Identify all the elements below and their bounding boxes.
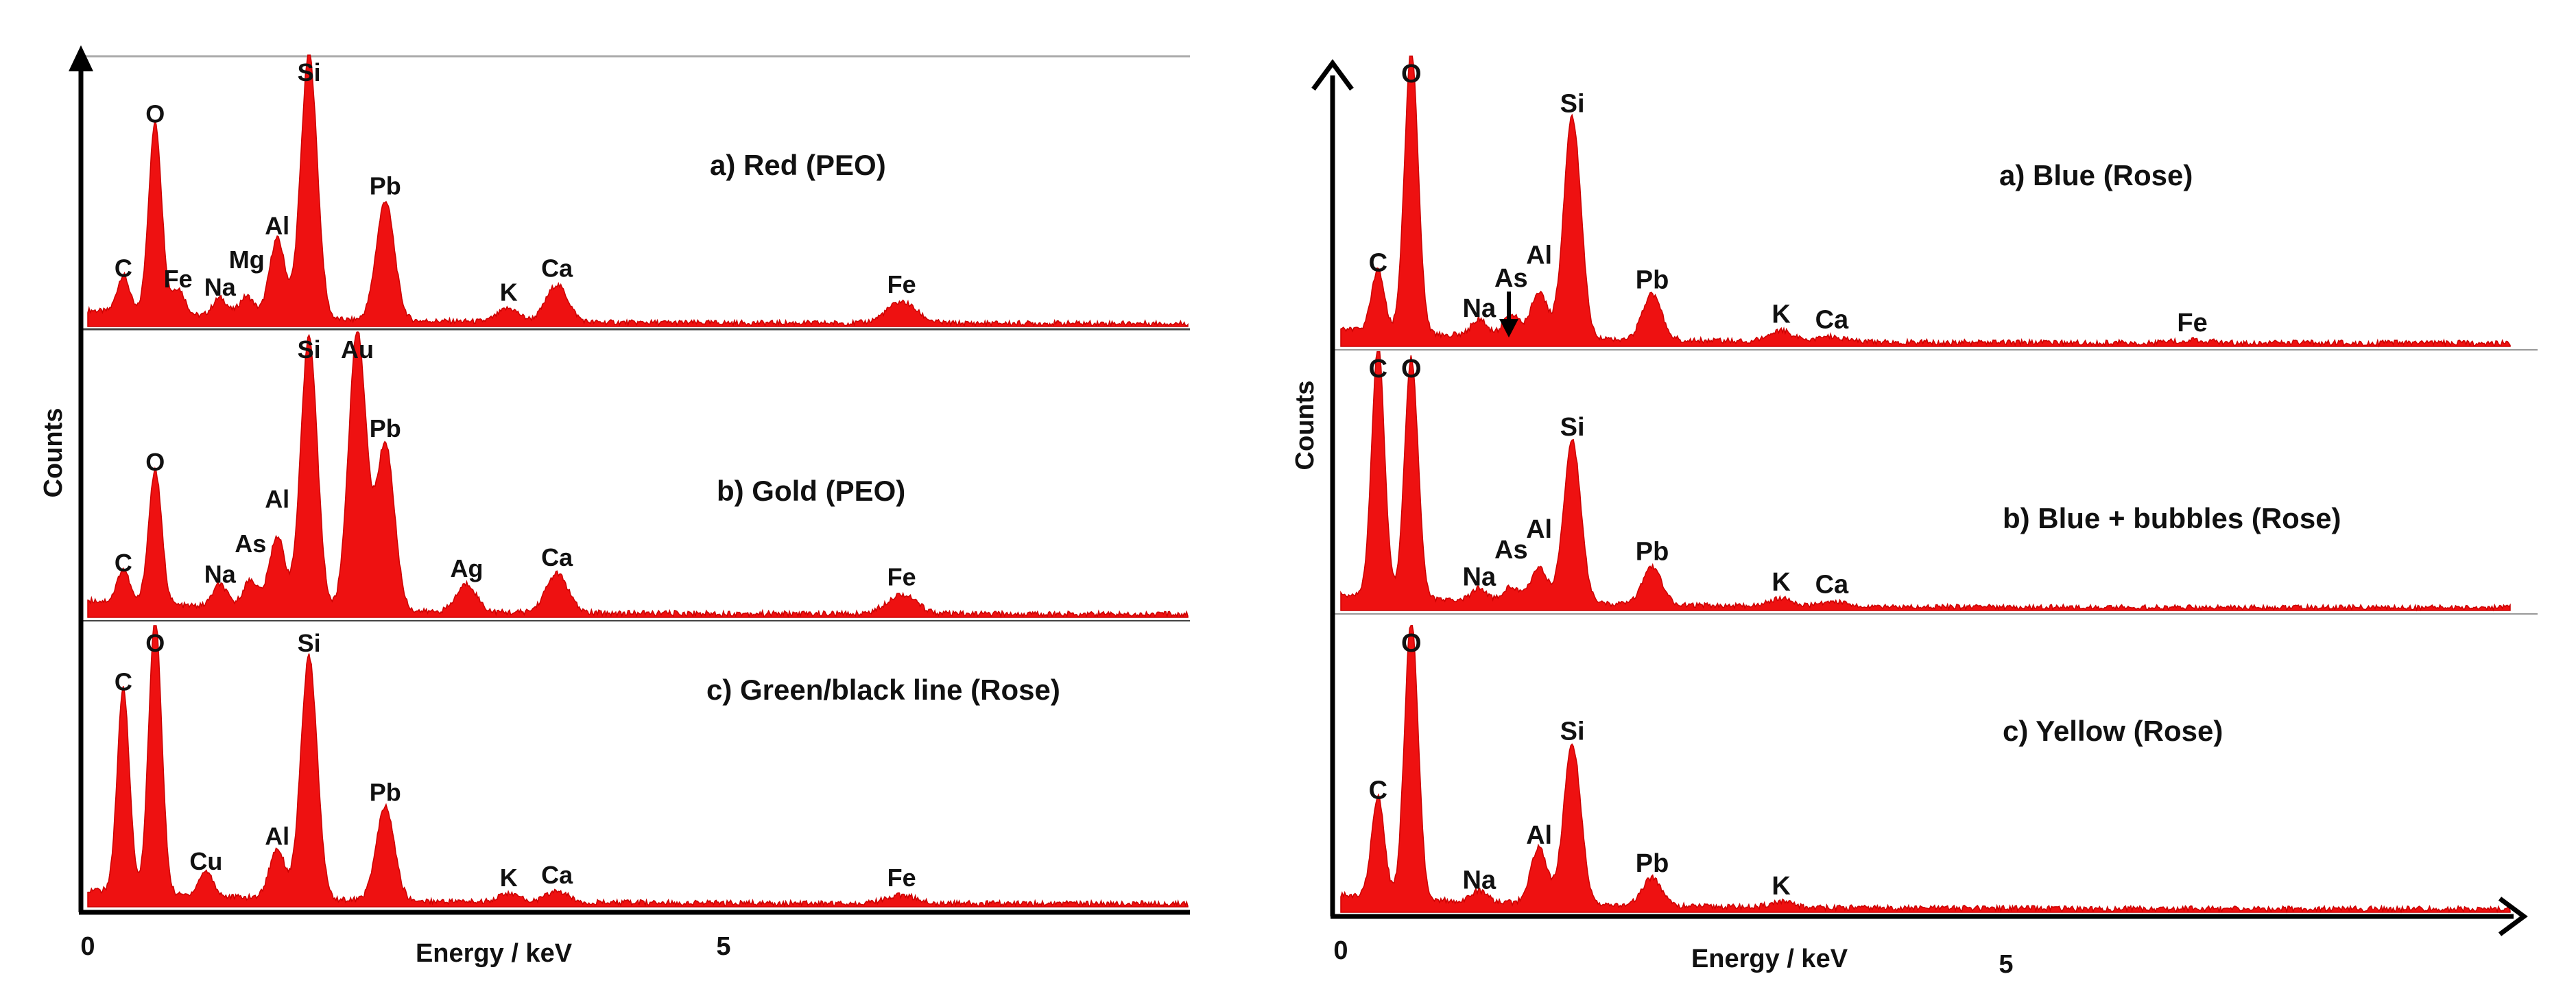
spectrum-1-0-area [1340, 55, 2511, 348]
spectrum-0-1-peak-label: Pb [370, 414, 401, 442]
spectrum-1-0-peak-label: Al [1526, 241, 1552, 270]
spectrum-0-0-peak-label: K [500, 278, 518, 307]
spectrum-1-1-peak-label: Ca [1815, 571, 1849, 600]
spectrum-0-1-peak-label: Al [265, 485, 289, 513]
left-x-tick-0: 0 [80, 932, 95, 961]
spectrum-1-2-peak-label: Pb [1636, 849, 1669, 878]
spectrum-1-2-peak-label: Na [1463, 866, 1496, 895]
spectrum-1-0-peak-label: As [1494, 264, 1528, 293]
spectrum-1-1-peak-label: Pb [1636, 538, 1669, 567]
spectrum-0-2-peak-label: Al [265, 822, 289, 851]
spectrum-0-1-peak-label: Ca [541, 543, 573, 571]
right-x-tick-0: 0 [1333, 936, 1348, 965]
right-sample-c-name: c) Yellow (Rose) [2003, 715, 2223, 747]
spectrum-1-2-area [1340, 625, 2511, 914]
spectrum-0-0-peak-label: C [115, 254, 132, 283]
spectrum-0-1-peak-label: Na [204, 560, 237, 588]
spectrum-0-2-peak-label: Pb [370, 778, 401, 806]
spectrum-0-1-peak-label: Si [298, 335, 321, 364]
spectrum-1-0-peak-label: Na [1463, 294, 1496, 323]
spectrum-0-0-area [87, 54, 1189, 328]
spectrum-1-0-peak-label: K [1772, 300, 1791, 329]
spectrum-1-1-peak-label: O [1401, 355, 1422, 383]
spectrum-0-1-peak-label: Au [341, 335, 374, 364]
left-x-axis-label: Energy / keV [416, 939, 573, 968]
spectrum-0-0-peak-label: Al [265, 212, 289, 240]
left-y-axis-arrow-icon [69, 45, 93, 71]
spectrum-1-1-peak-label: K [1772, 568, 1791, 597]
spectrum-1-2-peak-label: O [1401, 629, 1422, 658]
right-y-axis-label: Counts [1291, 381, 1320, 471]
spectrum-0-0-peak-label: Na [204, 273, 237, 301]
spectrum-0-0-peak-label: Si [298, 58, 321, 86]
spectrum-0-0-peak-label: Mg [229, 246, 265, 274]
spectrum-1-1-peak-label: Na [1463, 563, 1496, 592]
spectrum-0-2-area [87, 625, 1189, 908]
right-y-axis-arrow-icon [1311, 59, 1354, 91]
spectrum-0-2-peak-label: C [115, 668, 132, 696]
spectrum-1-1-peak-label: Si [1560, 413, 1585, 442]
spectrum-1-0-peak-label: Fe [2177, 309, 2207, 337]
spectrum-0-0-peak-label: Ca [541, 254, 573, 283]
spectrum-0-0-peak-label: O [145, 100, 165, 128]
spectrum-1-1-peak-label: As [1494, 536, 1528, 565]
spectrum-1-0-peak-label: Pb [1636, 266, 1669, 295]
spectrum-0-2-peak-label: Cu [189, 847, 222, 875]
right-sample-b-name: b) Blue + bubbles (Rose) [2003, 502, 2341, 534]
spectrum-0-2-peak-label: Fe [887, 864, 916, 892]
spectrum-1-2-peak-label: K [1772, 872, 1791, 901]
spectrum-0-1-peak-label: O [145, 448, 165, 476]
right-x-tick-5: 5 [1999, 950, 2013, 979]
right-x-axis-label: Energy / keV [1691, 945, 1848, 973]
left-x-tick-5: 5 [716, 932, 730, 961]
spectrum-1-0-peak-label: O [1401, 60, 1422, 88]
left-spectrum-c: CO Cu Al Si Pb K Ca Fe [87, 625, 1189, 908]
spectrum-0-2-peak-label: K [500, 864, 518, 892]
spectrum-0-1-area [87, 331, 1189, 619]
left-y-axis-label: Counts [39, 408, 68, 498]
left-sample-c-name: c) Green/black line (Rose) [706, 674, 1060, 706]
spectrum-1-2-peak-label: Si [1560, 717, 1585, 746]
spectrum-0-0-peak-label: Pb [370, 171, 401, 200]
spectrum-0-1-peak-label: As [235, 530, 266, 558]
spectrum-1-1-peak-label: C [1369, 355, 1387, 383]
right-spectrum-c: C O Na Al Si Pb K [1340, 625, 2511, 914]
spectrum-1-2-peak-label: Al [1526, 821, 1552, 850]
spectrum-1-2-peak-label: C [1369, 776, 1387, 805]
spectrum-0-0-peak-label: Fe [887, 270, 916, 298]
spectrum-0-2-peak-label: Ca [541, 861, 573, 889]
spectrum-1-1-area [1340, 351, 2511, 612]
spectrum-1-0-peak-label: Ca [1815, 306, 1849, 335]
spectrum-1-0-peak-label: C [1369, 249, 1387, 278]
spectrum-0-0-peak-label: Fe [164, 265, 193, 293]
spectrum-1-0-peak-label: Si [1560, 89, 1585, 118]
spectrum-0-1-peak-label: Fe [887, 562, 916, 591]
left-sample-a-name: a) Red (PEO) [710, 149, 886, 181]
spectrum-1-1-peak-label: Al [1526, 515, 1552, 544]
spectrum-0-2-peak-label: O [145, 629, 165, 657]
right-x-axis-arrow-icon [2498, 897, 2528, 936]
right-as-pointer-arrow-icon [1499, 292, 1518, 337]
left-sample-b-name: b) Gold (PEO) [717, 475, 905, 507]
spectrum-0-1-peak-label: C [115, 549, 132, 577]
spectrum-0-1-peak-label: Ag [451, 554, 484, 582]
right-sample-a-name: a) Blue (Rose) [1999, 159, 2193, 191]
spectrum-0-2-peak-label: Si [298, 629, 321, 657]
